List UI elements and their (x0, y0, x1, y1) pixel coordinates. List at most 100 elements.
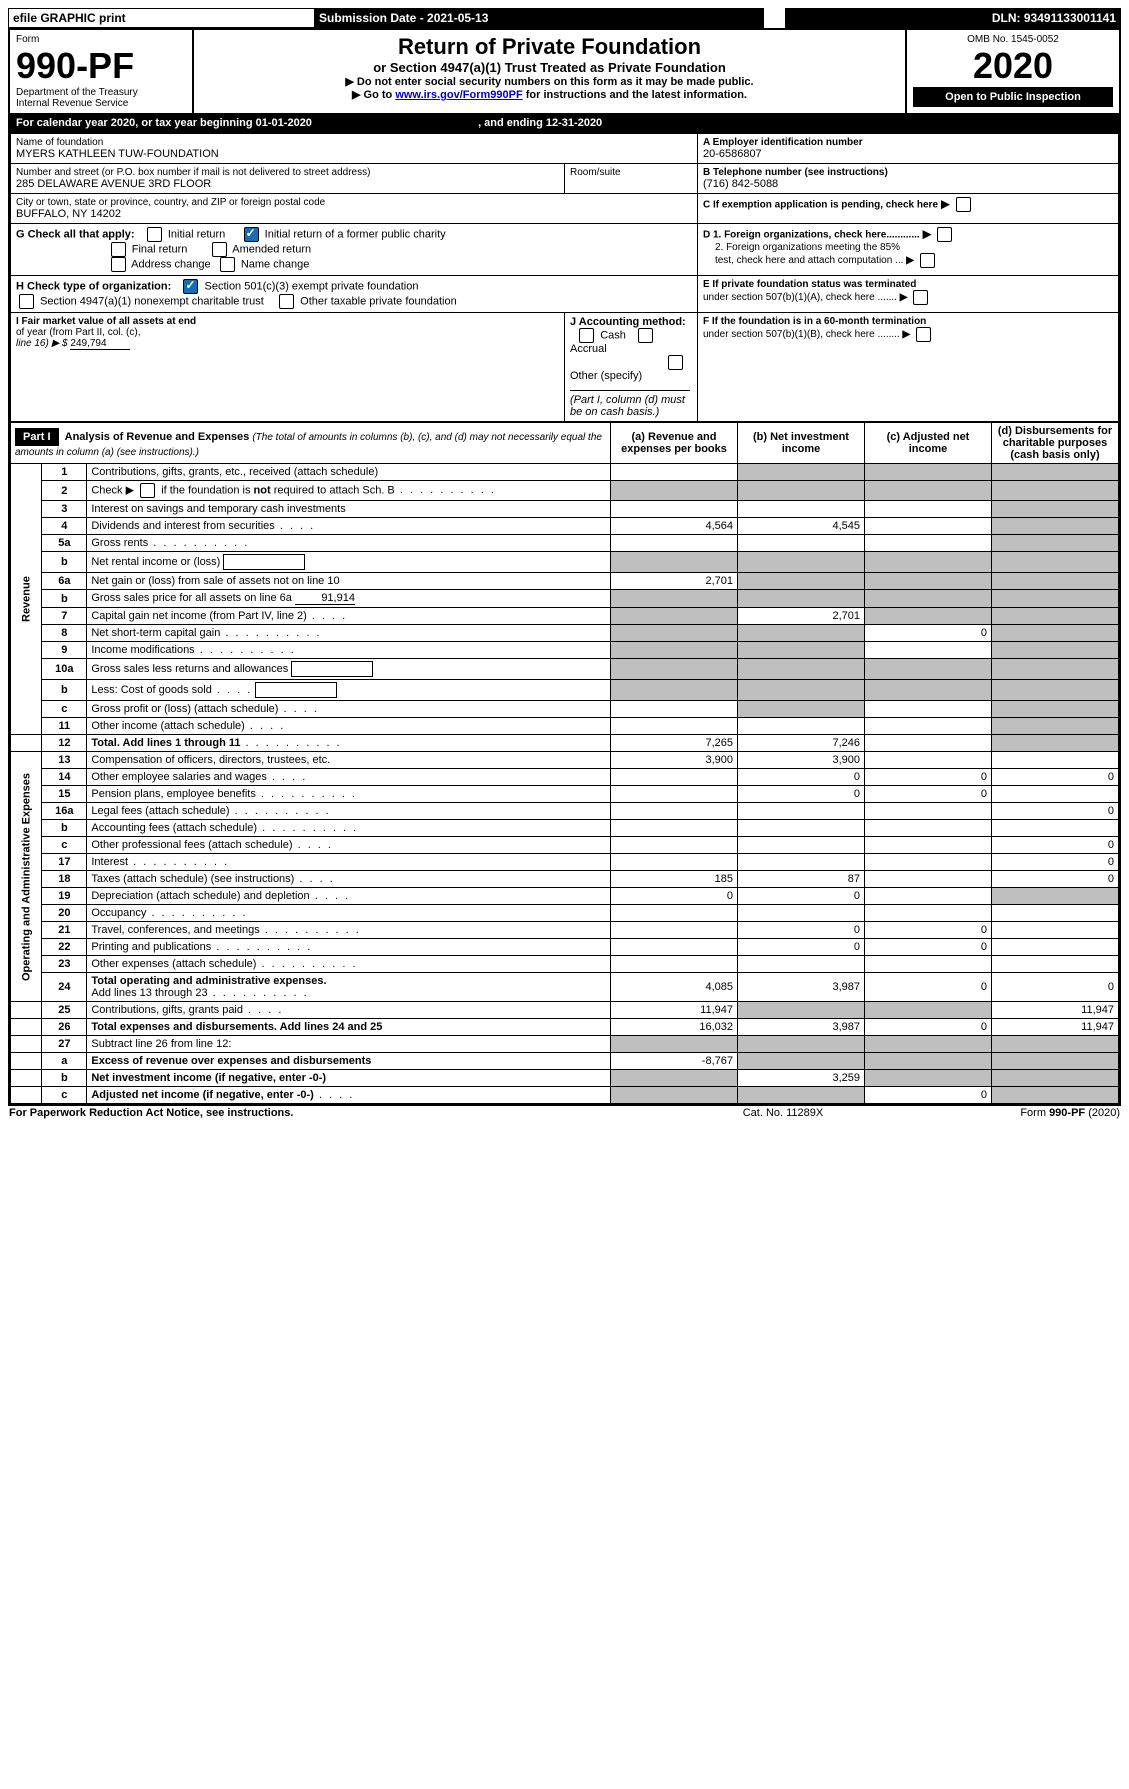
line-14: 14Other employee salaries and wages000 (11, 769, 1119, 786)
g-amended: Amended return (232, 243, 311, 255)
j-cash: Cash (600, 329, 626, 341)
omb: OMB No. 1545-0052 (913, 34, 1113, 45)
h1: Section 501(c)(3) exempt private foundat… (204, 280, 418, 292)
f1: F If the foundation is in a 60-month ter… (703, 316, 1113, 327)
j-other-line (570, 390, 690, 391)
i2: of year (from Part II, col. (c), (16, 327, 559, 338)
c-label: C If exemption application is pending, c… (703, 199, 938, 210)
form-number: 990-PF (16, 45, 186, 87)
phone: (716) 842-5088 (703, 178, 1113, 190)
dln: DLN: 93491133001141 (786, 9, 1121, 28)
j-other-checkbox[interactable] (668, 355, 683, 370)
h1-checkbox[interactable] (183, 279, 198, 294)
tax-year: 2020 (913, 45, 1113, 87)
line-16b: bAccounting fees (attach schedule) (11, 820, 1119, 837)
open-public: Open to Public Inspection (913, 87, 1113, 107)
arrow-icon: ▶ (903, 329, 911, 340)
h2: Section 4947(a)(1) nonexempt charitable … (40, 295, 264, 307)
h3: Other taxable private foundation (300, 295, 457, 307)
g-final: Final return (132, 243, 188, 255)
d2a: 2. Foreign organizations meeting the 85% (703, 242, 1113, 253)
h2-checkbox[interactable] (19, 294, 34, 309)
g-namechg: Name change (241, 258, 310, 270)
line-27b: bNet investment income (if negative, ent… (11, 1070, 1119, 1087)
arrow-icon: ▶ (900, 292, 908, 303)
g-amended-checkbox[interactable] (212, 242, 227, 257)
instruct1: ▶ Do not enter social security numbers o… (200, 75, 899, 88)
g-initial-checkbox[interactable] (147, 227, 162, 242)
revenue-vert: Revenue (11, 464, 42, 735)
line-1: Revenue 1 Contributions, gifts, grants, … (11, 464, 1119, 481)
arrow-icon: ▶ (923, 228, 931, 240)
col-c: (c) Adjusted net income (865, 423, 992, 464)
foundation-name: MYERS KATHLEEN TUW-FOUNDATION (16, 148, 692, 160)
expenses-vert: Operating and Administrative Expenses (11, 752, 42, 1002)
irs-link[interactable]: www.irs.gov/Form990PF (395, 89, 522, 101)
arrow-icon: ▶ (906, 255, 914, 266)
i1: I Fair market value of all assets at end (16, 316, 559, 327)
line-21: 21Travel, conferences, and meetings00 (11, 922, 1119, 939)
col-b: (b) Net investment income (738, 423, 865, 464)
e2: under section 507(b)(1)(A), check here .… (703, 290, 1113, 305)
f-checkbox[interactable] (916, 327, 931, 342)
c-checkbox[interactable] (956, 197, 971, 212)
e1: E If private foundation status was termi… (703, 279, 1113, 290)
10b-box (255, 682, 337, 698)
j-accrual-checkbox[interactable] (638, 328, 653, 343)
d2-checkbox[interactable] (920, 253, 935, 268)
j-note: (Part I, column (d) must be on cash basi… (570, 394, 685, 418)
form-container: Form 990-PF Department of the Treasury I… (8, 28, 1121, 1106)
g-initial-former-checkbox[interactable] (244, 227, 259, 242)
col-a: (a) Revenue and expenses per books (611, 423, 738, 464)
line-15: 15Pension plans, employee benefits00 (11, 786, 1119, 803)
title: Return of Private Foundation (200, 34, 899, 60)
line-19: 19Depreciation (attach schedule) and dep… (11, 888, 1119, 905)
arrow-icon: ▶ (941, 198, 953, 210)
room-label: Room/suite (570, 167, 692, 178)
cal-end: 12-31-2020 (546, 117, 602, 129)
i-value: 249,794 (70, 338, 130, 350)
line-25: 25Contributions, gifts, grants paid11,94… (11, 1002, 1119, 1019)
g-namechg-checkbox[interactable] (220, 257, 235, 272)
line-5b: bNet rental income or (loss) (11, 552, 1119, 573)
line-20: 20Occupancy (11, 905, 1119, 922)
col-d: (d) Disbursements for charitable purpose… (992, 423, 1119, 464)
submission-date: Submission Date - 2021-05-13 (315, 9, 764, 28)
footer-left: For Paperwork Reduction Act Notice, see … (8, 1106, 685, 1120)
irs-line: Internal Revenue Service (16, 98, 186, 109)
instruct2: ▶ Go to www.irs.gov/Form990PF for instru… (200, 88, 899, 101)
line-26: 26Total expenses and disbursements. Add … (11, 1019, 1119, 1036)
inst2-post: for instructions and the latest informat… (523, 89, 747, 101)
identity-grid: Name of foundation MYERS KATHLEEN TUW-FO… (10, 133, 1119, 422)
line-11: 11Other income (attach schedule) (11, 718, 1119, 735)
h-label: H Check type of organization: (16, 280, 171, 292)
line-17: 17Interest0 (11, 854, 1119, 871)
g-final-checkbox[interactable] (111, 242, 126, 257)
f2: under section 507(b)(1)(B), check here .… (703, 327, 1113, 342)
calendar-row: For calendar year 2020, or tax year begi… (9, 113, 1120, 133)
line-16c: cOther professional fees (attach schedul… (11, 837, 1119, 854)
cal-begin: 01-01-2020 (256, 117, 312, 129)
j-cash-checkbox[interactable] (579, 328, 594, 343)
line-8: 8Net short-term capital gain0 (11, 625, 1119, 642)
line-13: Operating and Administrative Expenses 13… (11, 752, 1119, 769)
ein: 20-6586807 (703, 148, 1113, 160)
line-4: 4Dividends and interest from securities4… (11, 518, 1119, 535)
cal-mid: , and ending (478, 117, 546, 129)
line-27c: cAdjusted net income (if negative, enter… (11, 1087, 1119, 1104)
d1: D 1. Foreign organizations, check here..… (703, 229, 920, 240)
h3-checkbox[interactable] (279, 294, 294, 309)
line-5a: 5aGross rents (11, 535, 1119, 552)
top-bar: efile GRAPHIC print Submission Date - 20… (8, 8, 1121, 28)
d1-checkbox[interactable] (937, 227, 952, 242)
part1-title: Analysis of Revenue and Expenses (65, 431, 250, 443)
g-addrchg-checkbox[interactable] (111, 257, 126, 272)
line-10b: bLess: Cost of goods sold (11, 680, 1119, 701)
line-3: 3Interest on savings and temporary cash … (11, 501, 1119, 518)
inst2-pre: ▶ Go to (352, 89, 395, 101)
dept: Department of the Treasury (16, 87, 186, 98)
line-27: 27Subtract line 26 from line 12: (11, 1036, 1119, 1053)
g-label: G Check all that apply: (16, 228, 135, 240)
e-checkbox[interactable] (913, 290, 928, 305)
schb-checkbox[interactable] (140, 483, 155, 498)
